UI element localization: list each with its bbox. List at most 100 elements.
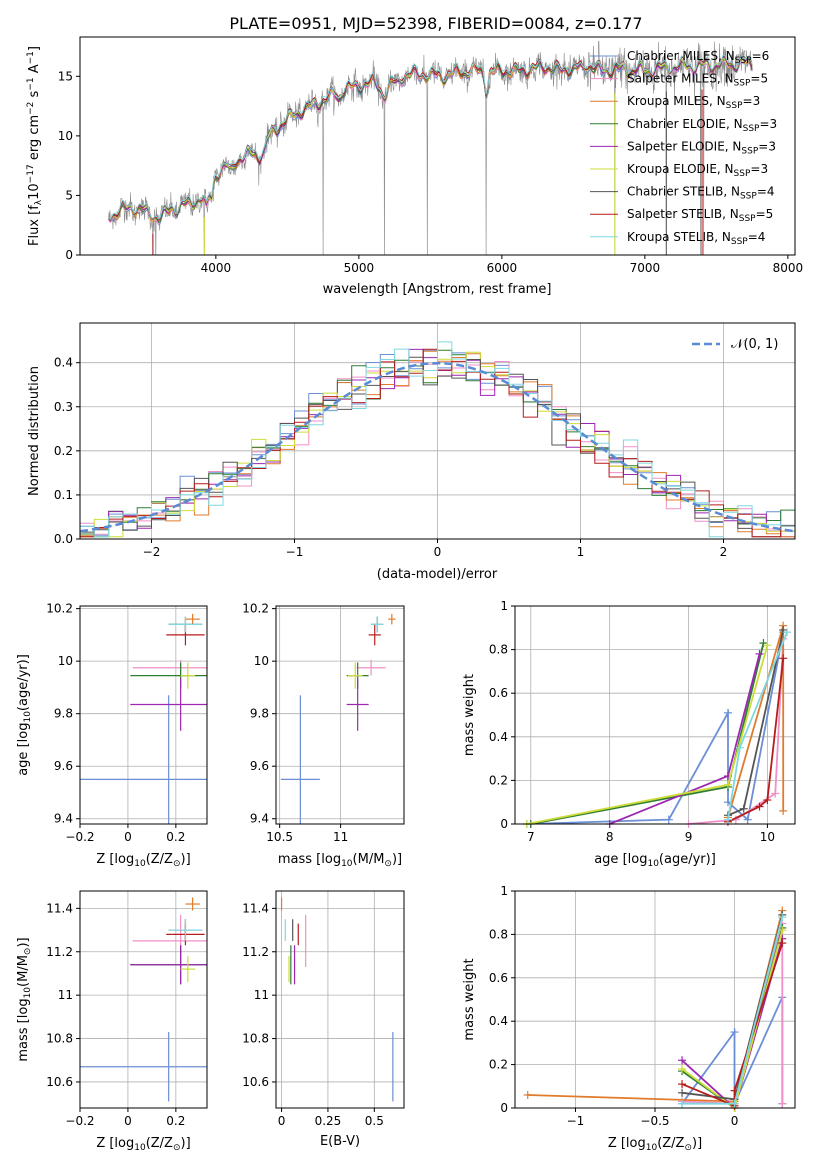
legend-label-sub: SSP [741,146,758,156]
y-tick-label: 15 [58,69,73,83]
axes-frame [275,605,405,825]
x-axis-label-part: 10 [341,859,353,869]
weight-line-chabrier_miles [526,632,785,824]
y-tick-label: 0.6 [489,971,508,985]
weight-marker [779,806,788,815]
y-tick-label: 10 [58,654,73,668]
y-tick-label: 0.8 [489,643,508,657]
legend-label-tail: =5 [750,72,768,86]
weight-marker [778,1099,787,1108]
x-axis-label-part: 10 [646,1143,658,1153]
y-tick-label: 0.0 [54,532,73,546]
x-tick-label: 6000 [487,261,518,275]
weight-marker [763,641,772,650]
x-axis-label: age [log10(age/yr)] [594,852,716,869]
y-tick-label: 10 [58,129,73,143]
legend-label: Kroupa MILES, NSSP=3 [627,94,760,111]
y-axis-label-part: ] [27,46,42,51]
legend-label-main: Kroupa MILES, N [627,94,726,108]
y-axis-label-part: s [27,90,42,101]
legend-label-main: Kroupa STELIB, N [627,230,731,244]
x-tick-label: 0 [278,1114,286,1128]
errorbar-kroupa_elodie [347,662,363,689]
histogram-kroupa_stelib [80,341,795,538]
weight-marker [755,649,764,658]
y-tick-label: 0.1 [54,488,73,502]
y-tick-label: 10.6 [46,1075,73,1089]
y-axis-label-part: 10 [23,987,33,999]
y-tick-label: 9.8 [250,707,269,721]
legend-label-sub: SSP [726,101,743,111]
axes-frame [79,890,208,1109]
weight-line-salpeter_elodie [609,653,761,824]
x-tick-label: −0.2 [65,830,94,844]
x-tick-label: 2 [720,545,728,559]
legend-label-tail: =4 [757,185,775,199]
errorbar-kroupa_stelib [371,616,384,633]
x-axis-label-part: ⊙ [684,1143,692,1153]
y-axis-label: mass [log10(M/M⊙)] [16,937,33,1061]
weight-marker [723,708,732,717]
x-axis-label-part: (Z/Z [146,852,173,867]
x-tick-label: 8000 [773,261,804,275]
legend-label-tail: =3 [743,94,761,108]
x-axis-label-part: age [log [594,852,647,867]
y-tick-label: 1 [500,599,508,613]
legend-label: Chabrier MILES, NSSP=6 [627,49,769,66]
weight-marker [783,628,792,637]
y-axis-label-part: age [log [16,723,31,776]
weight-marker [730,1099,739,1108]
y-tick-label: 0 [65,248,73,262]
y-axis-label-part: A [27,64,42,77]
axis-ticks: −0.2 0 0.2 10.6 10.8 11 11.2 11.4 [46,901,185,1128]
errorbar-salpeter_elodie [130,945,207,985]
axes-frame [79,605,208,825]
weight-marker [778,913,787,922]
x-axis-label-part: (Z/Z [146,1136,173,1151]
x-tick-label: −1 [567,1114,585,1128]
x-tick-label: 0.25 [315,1114,342,1128]
weight-marker [778,939,787,948]
y-tick-label: 0 [500,1101,508,1115]
legend-label-tail: =3 [759,117,777,131]
y-tick-label: 0.4 [489,1014,508,1028]
weight-marker [743,815,752,824]
x-tick-label: 0 [434,545,442,559]
x-axis-label: (data-model)/error [377,567,498,582]
weight-line-chabrier_miles [681,996,784,1105]
x-tick-label: 11 [333,830,348,844]
legend-label: Salpeter STELIB, NSSP=5 [627,207,773,224]
weight-marker [678,1056,687,1065]
x-axis-label: mass [log10(M/M⊙)] [278,852,402,869]
legend-label-sub: SSP [735,56,752,66]
legend-label-sub: SSP [734,79,751,89]
legend-label: Chabrier ELODIE, NSSP=3 [627,117,777,134]
errorbar-salpeter_stelib [368,624,381,646]
axis-ticks: −0.2 0 0.2 9.4 9.6 9.8 10 10.2 [46,602,185,844]
axis-ticks: −1 −0.5 0 0 0.2 0.4 0.6 0.8 1 [489,884,738,1128]
x-tick-label: 10 [760,830,775,844]
weight-marker [723,780,732,789]
y-tick-label: 0 [500,817,508,831]
y-tick-label: 5 [65,188,73,202]
y-tick-label: 11.2 [46,945,73,959]
legend-label-main: Chabrier STELIB, N [627,185,740,199]
y-axis-label: Normed distribution [27,366,42,496]
y-tick-label: 0.4 [489,730,508,744]
y-tick-label: 11.4 [242,901,269,915]
legend-label-main: Kroupa ELODIE, N [627,162,734,176]
y-axis-label-part: 10 [23,711,33,723]
x-tick-label: 8 [606,830,614,844]
y-axis-label-part: −1 [26,51,36,64]
weight-marker [739,804,748,813]
errorbar-kroupa_miles [185,897,200,911]
x-tick-label: 0.5 [365,1114,384,1128]
weight-marker [678,1088,687,1097]
legend-label-main: Chabrier MILES, N [627,49,735,63]
x-axis-label-part: )] [181,852,191,867]
y-tick-label: 11 [254,988,269,1002]
y-tick-label: 11.4 [46,901,73,915]
legend-label-tail: =5 [756,207,774,221]
y-axis-label-part: ⊙ [23,948,33,956]
